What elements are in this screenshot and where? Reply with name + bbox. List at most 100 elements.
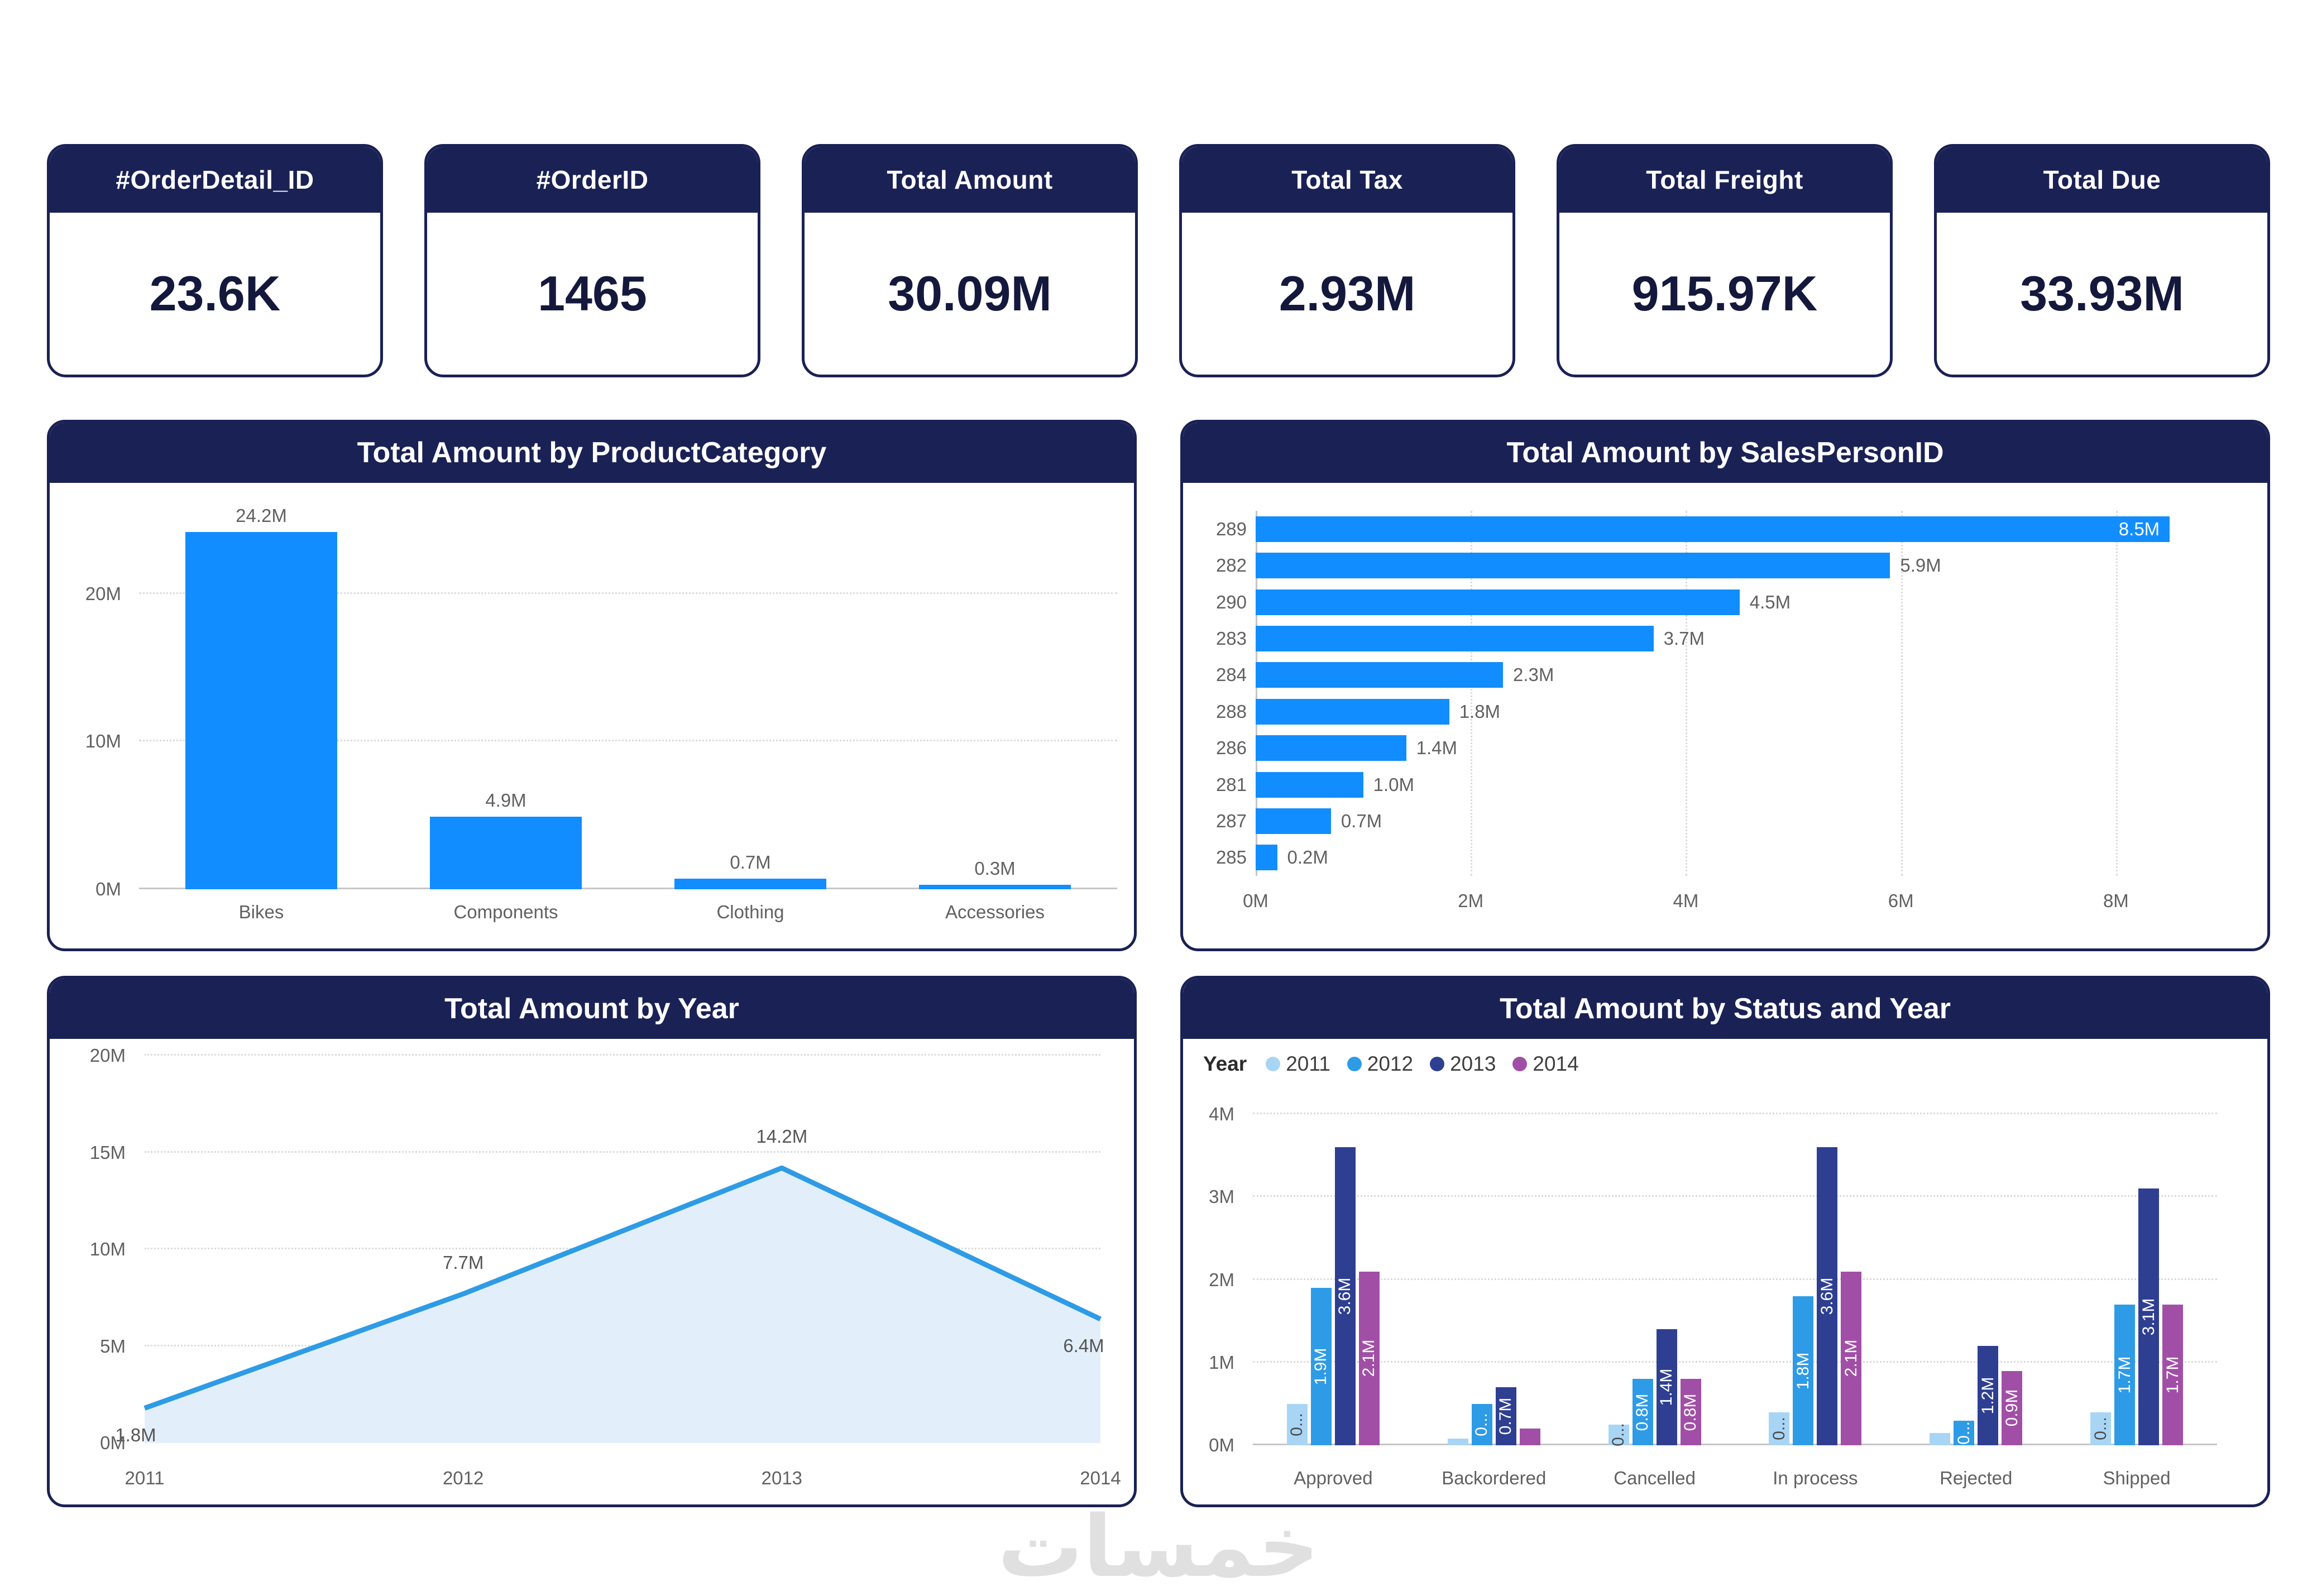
bar-value-label: 2.1M	[1359, 1340, 1378, 1377]
axis-tick-label: 15M	[89, 1142, 126, 1163]
bar-groups: 0... 1.9M 3.6M 2.1M 0... 0.7M 0... 0.8M 1.4M 0.8M…	[1253, 1094, 2217, 1447]
bar-284[interactable]	[1256, 662, 1503, 688]
x-axis: 2011 2012 2013 2014	[125, 1468, 1121, 1490]
bar-value-label: 0.8M	[1633, 1393, 1652, 1431]
kpi-card-orderid: #OrderID 1465	[424, 144, 760, 377]
chart-year-trend: 1.8M 7.7M 14.2M 6.4M 0M 5M 10M 15M 20M 2011 2012 20…	[50, 1039, 1134, 1504]
bar-value-label: 0.9M	[2002, 1389, 2021, 1427]
bars: 0... 1.8M 3.6M 2.1M	[1769, 1094, 1862, 1445]
bar-value-label: 24.2M	[236, 505, 287, 526]
kpi-value: 915.97K	[1631, 266, 1818, 321]
legend-dot	[1512, 1057, 1528, 1071]
bar-shipped-2014[interactable]: 1.7M	[2162, 1305, 2184, 1445]
watermark: خمسات	[998, 1497, 1319, 1596]
bar-approved-2014[interactable]: 2.1M	[1358, 1271, 1380, 1445]
bar-290[interactable]	[1256, 589, 1740, 615]
bar-289[interactable]: 8.5M	[1256, 516, 2170, 542]
legend: Year 2011 2012 2013 2014	[1203, 1051, 1579, 1077]
bar-288[interactable]	[1256, 698, 1449, 725]
point-value-label: 7.7M	[442, 1252, 484, 1273]
gridline	[1253, 1360, 2217, 1363]
bar-287[interactable]	[1256, 808, 1331, 834]
kpi-title: Total Tax	[1182, 147, 1512, 213]
bar-approved-2013[interactable]: 3.6M	[1334, 1147, 1356, 1445]
bar-in-process-2013[interactable]: 3.6M	[1817, 1147, 1838, 1445]
bar-rejected-2013[interactable]: 1.2M	[1978, 1346, 1999, 1445]
bar-rejected-2011[interactable]	[1930, 1432, 1951, 1445]
legend-item-2013[interactable]: 2013	[1430, 1052, 1496, 1076]
bar-value-label: 1.7M	[2115, 1356, 2134, 1394]
kpi-row: #OrderDetail_ID 23.6K #OrderID 1465 Tota…	[47, 144, 2270, 377]
axis-category-label: Rejected	[1940, 1468, 2013, 1488]
axis-category-label: 290	[1215, 591, 1247, 612]
axis-tick-label: 0M	[100, 1432, 126, 1453]
bar-value-label: 0...	[1769, 1417, 1788, 1441]
axis-category-label: 284	[1215, 664, 1247, 686]
kpi-title: Total Due	[1937, 147, 2267, 213]
bar-shipped-2011[interactable]: 0...	[2090, 1412, 2112, 1445]
gridline	[145, 1054, 1100, 1056]
bar-accessories[interactable]	[919, 885, 1071, 889]
kpi-value: 1465	[538, 266, 647, 321]
axis-tick-label: 3M	[1209, 1186, 1234, 1207]
bar-bikes[interactable]	[185, 532, 337, 889]
bar-value-label: 0...	[1287, 1413, 1306, 1436]
legend-item-2014[interactable]: 2014	[1512, 1052, 1579, 1076]
bar-backordered-2011[interactable]	[1447, 1439, 1468, 1445]
bar-in-process-2011[interactable]: 0...	[1769, 1412, 1790, 1445]
bar-cancelled-2013[interactable]: 1.4M	[1656, 1329, 1677, 1445]
legend-item-2012[interactable]: 2012	[1347, 1052, 1413, 1076]
bar-value-label: 1.4M	[1416, 737, 1458, 759]
legend-dot	[1266, 1057, 1281, 1071]
bar-285[interactable]	[1256, 845, 1277, 871]
bar-cancelled-2014[interactable]: 0.8M	[1680, 1379, 1701, 1445]
bar-value-label: 0...	[1609, 1423, 1628, 1447]
legend-label: 2014	[1533, 1052, 1579, 1075]
line-series[interactable]	[145, 1056, 1100, 1443]
bar-value-label: 4.9M	[485, 790, 526, 811]
bar-shipped-2013[interactable]: 3.1M	[2138, 1188, 2160, 1445]
chart-product-category: 24.2M 4.9M 0.7M 0.3M 0M 10M 20M Bikes Components…	[50, 483, 1134, 948]
gridline	[139, 888, 1117, 889]
bar-components[interactable]	[430, 817, 582, 889]
x-axis: Approved Backordered Cancelled In process Re…	[1253, 1468, 2217, 1489]
bar-286[interactable]	[1256, 735, 1406, 761]
axis-category-label: 287	[1215, 810, 1247, 831]
bar-slots: 24.2M 4.9M 0.7M 0.3M	[139, 505, 1117, 889]
bar-backordered-2012[interactable]: 0...	[1471, 1403, 1492, 1445]
bar-282[interactable]	[1256, 553, 1890, 579]
kpi-card-orderdetail-id: #OrderDetail_ID 23.6K	[47, 144, 383, 377]
plot-area: 0... 1.9M 3.6M 2.1M 0... 0.7M 0... 0.8M 1.4M 0.8M…	[1253, 1094, 2217, 1447]
x-axis: 0M 2M 4M 6M 8M	[1243, 890, 2245, 913]
bar-cancelled-2012[interactable]: 0.8M	[1632, 1379, 1653, 1445]
bar-approved-2011[interactable]: 0...	[1286, 1403, 1308, 1445]
bar-approved-2012[interactable]: 1.9M	[1310, 1288, 1332, 1445]
bar-group-approved: 0... 1.9M 3.6M 2.1M	[1253, 1094, 1414, 1445]
bar-rejected-2012[interactable]: 0...	[1954, 1420, 1975, 1445]
line-path[interactable]	[145, 1168, 1100, 1408]
bar-in-process-2014[interactable]: 2.1M	[1841, 1271, 1862, 1445]
panel-year-trend: Total Amount by Year 1.8M 7.7M 14.2M 6.4M 0M…	[47, 976, 1137, 1507]
axis-category-label: In process	[1773, 1468, 1858, 1488]
bar-283[interactable]	[1256, 625, 1654, 651]
bar-rejected-2014[interactable]: 0.9M	[2002, 1370, 2023, 1445]
panel-title: Total Amount by SalesPersonID	[1183, 423, 2267, 483]
bar-cancelled-2011[interactable]: 0...	[1608, 1423, 1629, 1447]
bar-backordered-2013[interactable]: 0.7M	[1495, 1387, 1516, 1445]
kpi-title: #OrderDetail_ID	[50, 147, 380, 213]
axis-tick-label: 8M	[2103, 890, 2129, 911]
bar-value-label: 1.0M	[1373, 774, 1414, 795]
legend-item-2011[interactable]: 2011	[1266, 1052, 1330, 1076]
middle-panel-row: Total Amount by ProductCategory 24.2M 4.9…	[47, 420, 2270, 951]
bar-281[interactable]	[1256, 771, 1363, 798]
kpi-card-total-tax: Total Tax 2.93M	[1179, 144, 1515, 377]
axis-tick-label: 5M	[100, 1335, 126, 1357]
bar-shipped-2012[interactable]: 1.7M	[2114, 1305, 2136, 1445]
bar-backordered-2014[interactable]	[1519, 1429, 1540, 1445]
axis-category-label: 281	[1215, 774, 1247, 795]
bar-clothing[interactable]	[674, 879, 826, 889]
bar-value-label: 0...	[1954, 1421, 1973, 1445]
bar-in-process-2012[interactable]: 1.8M	[1793, 1296, 1814, 1445]
legend-dot	[1347, 1057, 1362, 1071]
